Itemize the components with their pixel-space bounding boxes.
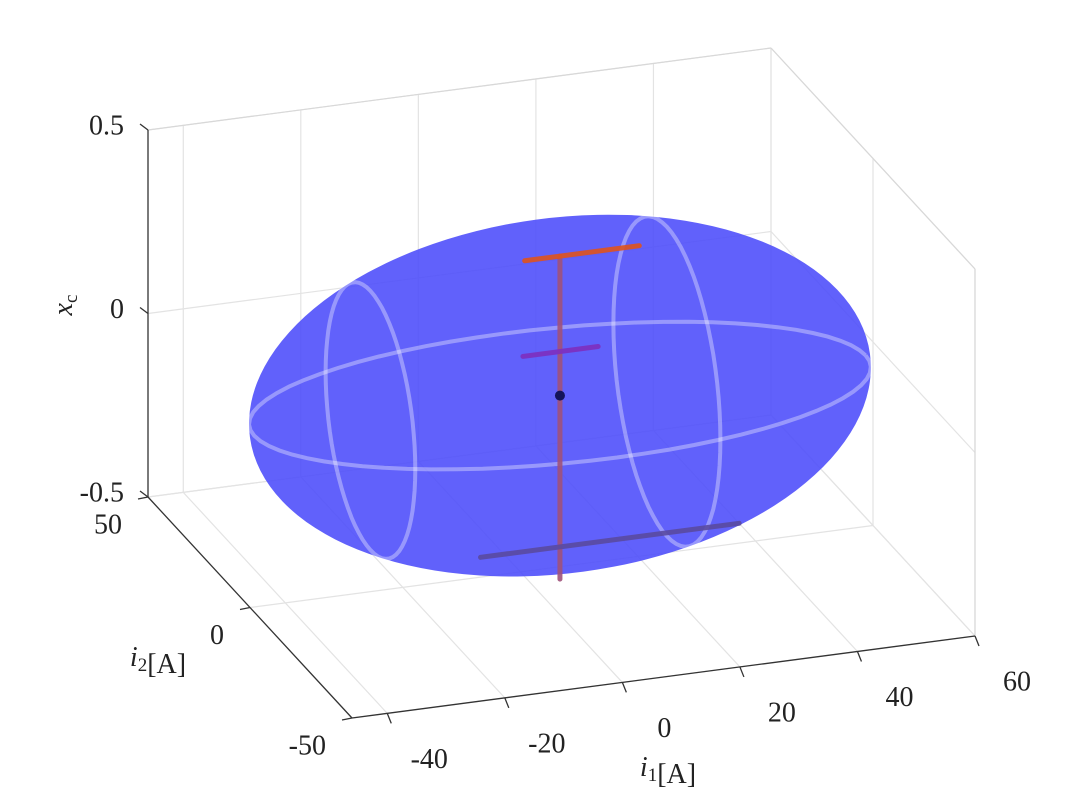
ylabel-label-base: i: [130, 642, 138, 673]
x-tick-label: -20: [528, 728, 565, 759]
zlabel-label-base: x: [48, 302, 79, 316]
trajectory-line: [522, 243, 642, 264]
z-tick: [139, 306, 149, 315]
z-tick-label: 0.5: [89, 110, 124, 141]
point-marker: [554, 390, 565, 401]
xlabel-label-sub: 1: [648, 765, 658, 786]
x-tick: [739, 666, 745, 678]
mesh-ring: [611, 214, 723, 549]
zlabel-label: xc: [48, 295, 82, 317]
mesh-ring: [246, 319, 873, 472]
trajectory-line: [478, 520, 742, 560]
mesh-ring: [323, 280, 418, 561]
x-tick-label: -40: [411, 744, 448, 775]
x-tick-label: 40: [885, 682, 913, 713]
xlabel-label-unit: [A]: [657, 759, 696, 790]
x-tick: [974, 635, 980, 647]
zlabel-label-sub: c: [61, 295, 82, 303]
y-tick-label: -50: [289, 730, 326, 761]
box-edge: [147, 47, 772, 131]
z-tick: [139, 490, 149, 498]
xlabel-label: i1[A]: [640, 752, 696, 790]
x-tick-label: 60: [1003, 666, 1031, 697]
x-axis: [351, 635, 976, 719]
y-tick-label: 50: [94, 509, 122, 540]
trajectory-line: [520, 344, 601, 359]
ylabel-label: i2[A]: [130, 642, 186, 680]
box-edge: [770, 47, 976, 270]
z-tick: [139, 123, 149, 131]
y-tick: [239, 606, 251, 611]
x-tick: [621, 682, 627, 693]
x-tick-label: 20: [768, 697, 796, 728]
z-tick-label: -0.5: [80, 477, 124, 508]
y-tick-label: 0: [210, 620, 224, 651]
x-tick: [386, 713, 392, 724]
ylabel-label-sub: 2: [138, 655, 148, 676]
xlabel-label-base: i: [640, 752, 648, 783]
x-tick-label: 0: [657, 713, 671, 744]
ylabel-label-unit: [A]: [147, 649, 186, 680]
x-tick: [504, 697, 510, 709]
z-tick-label: 0: [110, 294, 124, 325]
y-tick: [341, 717, 353, 721]
x-tick: [856, 651, 863, 662]
y-tick: [137, 496, 149, 500]
